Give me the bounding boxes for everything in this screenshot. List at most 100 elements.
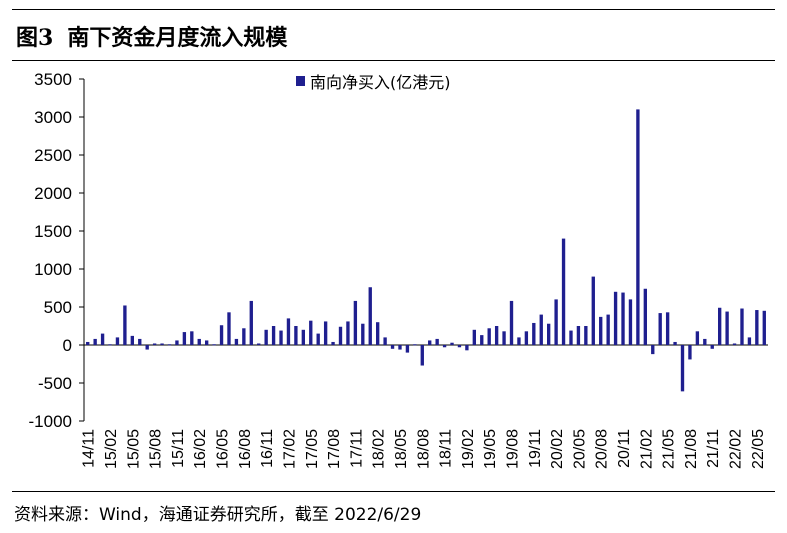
- bar-17/01: [279, 330, 283, 345]
- x-tick-label: 18/05: [393, 429, 410, 469]
- bar-21/11: [710, 345, 714, 349]
- bar-17/12: [361, 323, 365, 345]
- bar-21/02: [643, 288, 647, 345]
- bar-15/05: [130, 335, 134, 345]
- bar-22/03: [740, 308, 744, 345]
- y-tick-label: 3000: [34, 108, 72, 127]
- figure-number: 图3: [16, 25, 54, 51]
- bar-20/05: [576, 326, 581, 345]
- bar-16/03: [205, 340, 209, 345]
- y-tick-label: -1000: [29, 412, 72, 431]
- legend-swatch: [296, 76, 305, 86]
- bar-18/08: [420, 345, 424, 366]
- y-tick-label: 2000: [34, 184, 72, 203]
- bar-17/11: [353, 300, 358, 345]
- y-tick-label: 500: [44, 298, 72, 317]
- x-tick-label: 16/02: [192, 429, 209, 469]
- bars: [86, 109, 766, 392]
- bar-17/06: [316, 333, 320, 345]
- bar-20/08: [599, 316, 603, 345]
- bar-18/12: [450, 342, 454, 345]
- bar-14/11: [86, 341, 90, 345]
- bar-21/12: [718, 307, 722, 345]
- x-tick-label: 20/02: [549, 429, 566, 469]
- x-tick-label: 21/11: [705, 429, 722, 468]
- bar-19/07: [502, 331, 506, 345]
- bottom-rule: [12, 491, 775, 492]
- figure-title: 图3 南下资金月度流入规模: [16, 20, 287, 52]
- bar-21/09: [695, 331, 700, 345]
- bar-19/06: [494, 326, 499, 345]
- x-tick-label: 20/08: [594, 429, 611, 469]
- bar-21/03: [651, 345, 655, 355]
- x-tick-label: 15/02: [103, 429, 120, 469]
- bar-16/07: [234, 338, 239, 345]
- bar-16/11: [264, 329, 268, 345]
- bar-15/02: [108, 344, 112, 346]
- bar-19/09: [517, 337, 521, 345]
- bar-17/10: [346, 321, 350, 345]
- x-tick-label: 22/05: [750, 429, 767, 469]
- bar-20/02: [554, 299, 558, 345]
- bar-15/12: [182, 332, 187, 345]
- bar-19/01: [457, 345, 462, 348]
- bar-22/05: [755, 310, 759, 345]
- bar-18/11: [442, 345, 447, 348]
- figure-title-text: 南下资金月度流入规模: [67, 25, 288, 51]
- bar-16/08: [242, 328, 246, 345]
- bar-18/09: [428, 340, 432, 345]
- bar-19/12: [539, 314, 543, 345]
- x-tick-label: 21/02: [638, 429, 655, 469]
- tick-labels: -1000 -500 0 500 1000 1500 2000 2500 3000 3500 14/…: [29, 70, 767, 469]
- bar-18/02: [376, 322, 380, 345]
- bar-15/06: [138, 338, 142, 345]
- bar-19/04: [480, 335, 484, 345]
- bar-21/04: [658, 313, 662, 345]
- bar-17/07: [323, 321, 328, 345]
- bar-17/05: [309, 320, 313, 345]
- bar-20/12: [628, 299, 633, 345]
- y-tick-label: 2500: [34, 146, 72, 165]
- bar-21/08: [688, 345, 692, 360]
- x-tick-label: 14/11: [81, 429, 98, 468]
- bar-16/09: [249, 300, 253, 345]
- bar-16/01: [190, 331, 194, 345]
- x-tick-label: 17/05: [304, 429, 321, 469]
- x-tick-label: 20/05: [571, 429, 588, 469]
- x-tick-label: 19/11: [527, 429, 544, 468]
- y-tick-label: 1000: [34, 260, 72, 279]
- x-tick-label: 16/08: [237, 429, 254, 469]
- bar-15/03: [115, 337, 120, 345]
- bar-20/11: [621, 292, 625, 345]
- bar-16/04: [212, 344, 216, 346]
- x-tick-label: 20/11: [616, 429, 633, 468]
- x-tick-label: 16/05: [215, 429, 232, 469]
- bar-22/01: [725, 311, 729, 345]
- x-tick-label: 16/11: [259, 429, 276, 468]
- bar-22/06: [762, 310, 766, 345]
- bar-17/02: [286, 318, 291, 345]
- legend-label: 南向净买入(亿港元): [310, 73, 451, 92]
- bar-16/06: [227, 312, 231, 345]
- bar-19/10: [524, 331, 529, 345]
- bar-22/04: [747, 337, 752, 345]
- x-tick-label: 15/08: [148, 429, 165, 469]
- bar-15/11: [175, 340, 179, 345]
- bar-21/01: [636, 109, 640, 346]
- x-tick-label: 18/02: [371, 429, 388, 469]
- bar-21/07: [680, 345, 685, 392]
- bar-16/02: [197, 338, 201, 345]
- x-tick-label: 18/08: [415, 429, 432, 469]
- bar-18/04: [390, 345, 395, 349]
- bar-21/10: [703, 338, 707, 345]
- bar-20/04: [569, 330, 573, 345]
- bar-19/03: [472, 329, 476, 345]
- bar-16/10: [257, 343, 261, 345]
- bar-15/01: [100, 333, 105, 345]
- x-tick-label: 18/11: [438, 429, 455, 468]
- x-tick-label: 21/05: [661, 429, 678, 469]
- x-tick-label: 19/02: [460, 429, 477, 469]
- x-tick-label: 15/05: [125, 429, 142, 469]
- bar-16/12: [271, 326, 276, 345]
- bar-20/07: [591, 276, 595, 345]
